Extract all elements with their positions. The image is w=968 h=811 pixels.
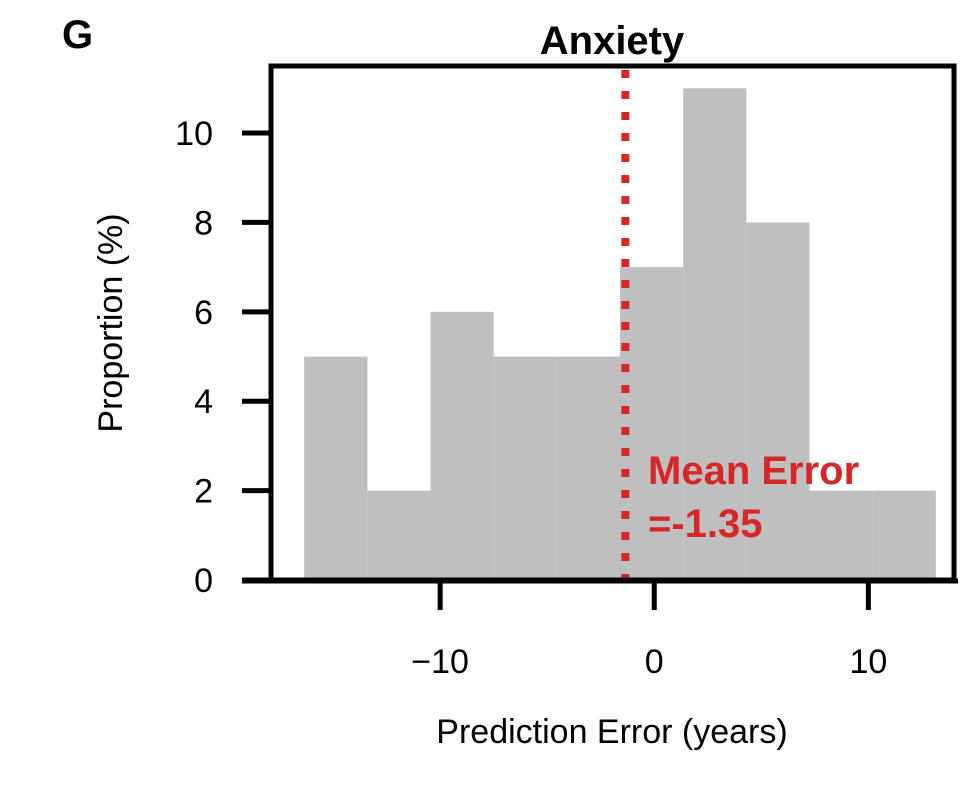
bars-group [304, 88, 936, 580]
mean-error-label: Mean Error [648, 449, 859, 493]
y-tick-label: 0 [194, 562, 213, 600]
histogram-bar [872, 490, 936, 580]
y-axis-label: Proportion (%) [92, 213, 130, 432]
y-tick-label: 10 [175, 115, 213, 153]
x-tick-label: 10 [849, 643, 887, 681]
y-axis: 0 2 4 6 8 10 [175, 115, 271, 600]
histogram-bar [619, 267, 684, 580]
y-tick-label: 2 [194, 473, 213, 511]
panel-letter: G [62, 13, 93, 57]
histogram-bar [809, 490, 873, 580]
histogram-bar [304, 356, 368, 580]
histogram-bar [683, 88, 747, 580]
histogram-bar [493, 356, 557, 580]
x-axis-label: Prediction Error (years) [436, 713, 787, 751]
x-tick-label: 0 [645, 643, 664, 681]
x-tick-label: −10 [411, 643, 469, 681]
x-axis: −10 0 10 [242, 578, 958, 681]
histogram-bar [746, 222, 810, 580]
mean-error-annotation: Mean Error =-1.35 [648, 449, 859, 546]
histogram-bar [430, 311, 494, 580]
histogram-bar [556, 356, 620, 580]
y-tick-label: 8 [194, 204, 213, 242]
y-tick-label: 6 [194, 294, 213, 332]
histogram-bar [367, 490, 431, 580]
chart-title: Anxiety [540, 19, 685, 63]
mean-error-value: =-1.35 [648, 502, 763, 546]
y-tick-label: 4 [194, 383, 213, 421]
